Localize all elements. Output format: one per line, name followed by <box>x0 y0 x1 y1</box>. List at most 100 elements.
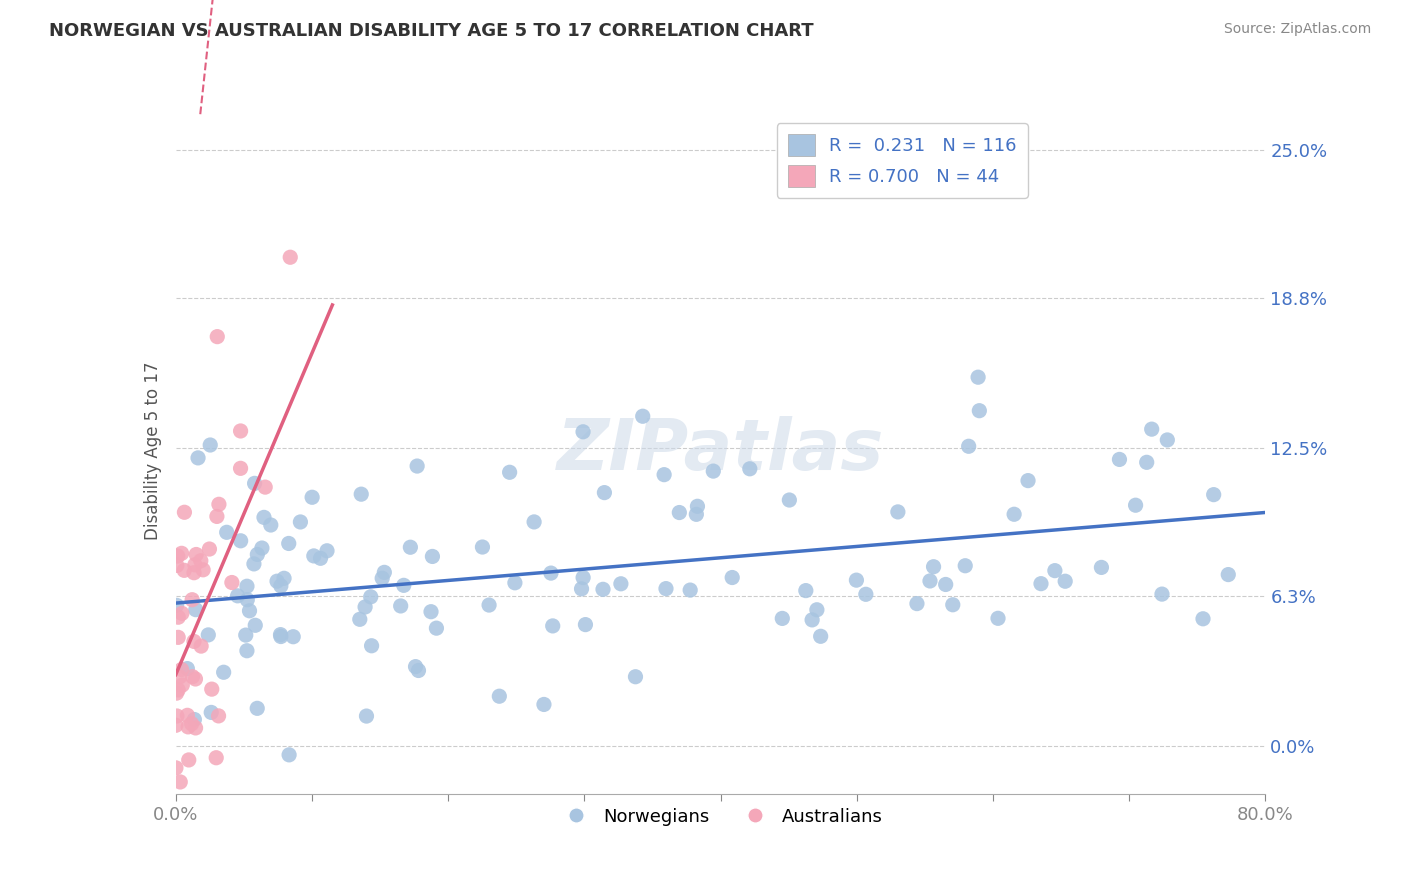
Point <box>207 329 229 343</box>
Point <box>169 670 191 684</box>
Point <box>399 540 422 554</box>
Point <box>173 505 195 519</box>
Legend: Norwegians, Australians: Norwegians, Australians <box>551 800 890 833</box>
Point <box>523 515 546 529</box>
Point <box>1125 498 1147 512</box>
Point <box>471 540 494 554</box>
Point <box>197 628 219 642</box>
Text: NORWEGIAN VS AUSTRALIAN DISABILITY AGE 5 TO 17 CORRELATION CHART: NORWEGIAN VS AUSTRALIAN DISABILITY AGE 5… <box>49 22 814 40</box>
Point <box>190 639 212 653</box>
Point <box>176 662 198 676</box>
Point <box>371 571 394 585</box>
Point <box>887 505 910 519</box>
Point <box>166 599 188 613</box>
Point <box>935 577 957 591</box>
Point <box>624 670 647 684</box>
Point <box>392 578 415 592</box>
Point <box>166 709 188 723</box>
Point <box>389 599 412 613</box>
Point <box>198 542 221 557</box>
Point <box>184 558 207 572</box>
Point <box>420 605 443 619</box>
Point <box>350 487 373 501</box>
Text: ZIPatlas: ZIPatlas <box>557 416 884 485</box>
Point <box>200 438 222 452</box>
Point <box>794 583 817 598</box>
Point <box>186 548 208 562</box>
Point <box>478 598 501 612</box>
Point <box>208 497 231 511</box>
Point <box>177 720 200 734</box>
Point <box>183 566 205 580</box>
Point <box>226 589 249 603</box>
Point <box>167 631 190 645</box>
Point <box>571 582 593 596</box>
Point <box>488 690 510 704</box>
Point <box>631 409 654 424</box>
Point <box>243 557 266 571</box>
Point <box>922 559 945 574</box>
Point <box>170 607 193 621</box>
Point <box>425 621 447 635</box>
Point <box>205 509 228 524</box>
Point <box>236 592 259 607</box>
Point <box>592 582 614 597</box>
Point <box>702 464 724 478</box>
Point <box>1043 564 1066 578</box>
Point <box>243 476 266 491</box>
Point <box>610 576 633 591</box>
Point <box>181 592 204 607</box>
Point <box>1090 560 1112 574</box>
Point <box>503 575 526 590</box>
Point <box>245 618 267 632</box>
Point <box>190 554 212 568</box>
Point <box>1150 587 1173 601</box>
Point <box>957 439 980 453</box>
Point <box>172 678 194 692</box>
Point <box>212 665 235 680</box>
Point <box>301 490 323 504</box>
Point <box>183 713 205 727</box>
Point <box>406 458 429 473</box>
Point <box>270 630 292 644</box>
Point <box>1202 488 1225 502</box>
Point <box>169 775 191 789</box>
Point <box>969 403 991 417</box>
Point <box>1029 576 1052 591</box>
Point <box>270 579 292 593</box>
Point <box>574 617 596 632</box>
Point <box>652 467 675 482</box>
Point <box>905 597 928 611</box>
Point <box>170 663 193 677</box>
Point <box>260 518 283 533</box>
Point <box>166 686 188 700</box>
Point <box>422 549 444 564</box>
Point <box>167 610 190 624</box>
Point <box>309 551 332 566</box>
Point <box>283 630 305 644</box>
Point <box>246 548 269 562</box>
Point <box>801 613 824 627</box>
Point <box>184 672 207 686</box>
Point <box>1218 567 1240 582</box>
Point <box>290 515 312 529</box>
Point <box>173 563 195 577</box>
Point <box>165 761 187 775</box>
Point <box>167 682 190 697</box>
Point <box>1108 452 1130 467</box>
Point <box>266 574 288 589</box>
Point <box>349 612 371 626</box>
Point <box>277 536 299 550</box>
Point <box>278 747 301 762</box>
Point <box>987 611 1010 625</box>
Point <box>166 549 188 563</box>
Point <box>778 493 800 508</box>
Point <box>221 575 243 590</box>
Point <box>721 570 744 584</box>
Point <box>770 611 793 625</box>
Point <box>810 629 832 643</box>
Point <box>1017 474 1039 488</box>
Point <box>855 587 877 601</box>
Y-axis label: Disability Age 5 to 17: Disability Age 5 to 17 <box>143 361 162 540</box>
Point <box>176 708 198 723</box>
